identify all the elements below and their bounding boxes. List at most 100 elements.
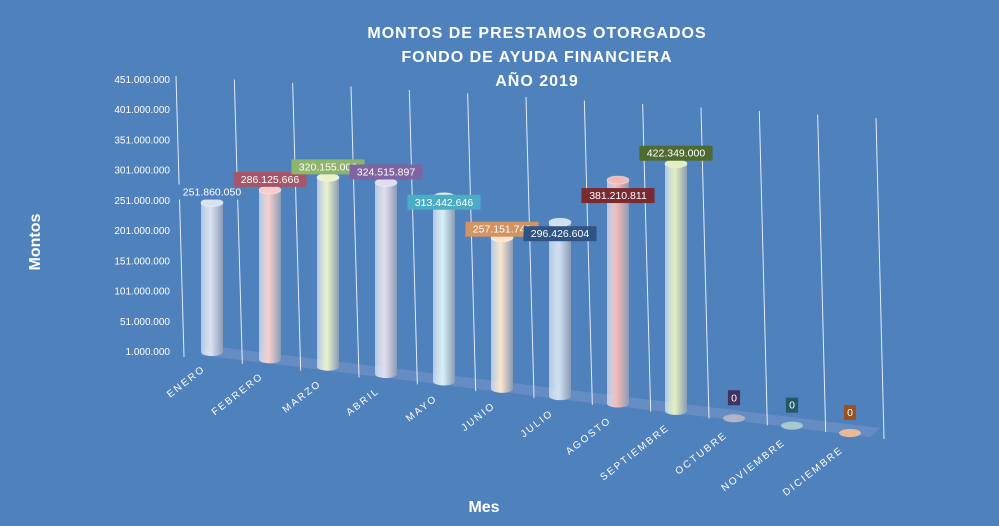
data-label: 422.349.000 <box>639 145 713 161</box>
data-label-box <box>291 159 365 175</box>
chart-title-line-2: FONDO DE AYUDA FINANCIERA <box>401 49 672 66</box>
data-label-text: 381.210.811 <box>589 190 647 202</box>
chart-title-line-1: MONTOS DE PRESTAMOS OTORGADOS <box>367 25 706 42</box>
x-tick-label: OCTUBRE <box>674 430 730 477</box>
bar-body <box>433 196 455 386</box>
bar-top <box>258 185 282 195</box>
data-label: 0 <box>843 405 857 420</box>
x-tick-label: MAYO <box>404 393 440 424</box>
data-label-text: 422.349.000 <box>647 148 706 160</box>
x-axis-label: Mes <box>468 499 499 516</box>
bar-junio <box>490 233 514 393</box>
data-label-text: 0 <box>789 400 795 412</box>
bar-body <box>549 222 571 401</box>
bar-enero <box>200 198 224 356</box>
gridline <box>875 117 885 440</box>
data-label-box <box>843 405 857 420</box>
bar-top <box>606 175 630 185</box>
x-tick-label: SEPTIEMBRE <box>599 423 672 484</box>
gridline <box>175 75 185 358</box>
bar-noviembre <box>781 421 803 430</box>
data-label-box <box>727 390 741 406</box>
gridline <box>467 93 477 392</box>
data-label: 320.155.000 <box>291 159 365 175</box>
data-label-box <box>175 184 249 200</box>
gridline <box>525 96 535 399</box>
bar-body <box>317 177 339 371</box>
x-tick-label: MARZO <box>281 378 324 415</box>
x-tick-label: JUNIO <box>460 401 498 434</box>
bar-agosto <box>606 175 630 408</box>
bar-top <box>374 177 398 187</box>
bar-body <box>607 180 629 408</box>
data-label-text: 0 <box>847 407 853 419</box>
data-label: 0 <box>785 397 799 413</box>
data-label-box <box>233 171 307 187</box>
gridline <box>758 110 768 426</box>
y-tick-label: 1.000.000 <box>126 347 171 358</box>
data-label: 381.210.811 <box>581 188 655 204</box>
x-tick-label: ENERO <box>165 364 208 401</box>
data-label-box <box>581 188 655 204</box>
x-tick-label: NOVIEMBRE <box>720 437 788 494</box>
x-tick-label: JULIO <box>519 408 556 440</box>
bar-body <box>375 182 397 379</box>
data-label-box <box>407 194 481 210</box>
data-label: 251.860.050 <box>175 184 249 200</box>
data-label-text: 313.442.646 <box>415 197 474 209</box>
chart-title-line-3: AÑO 2019 <box>495 70 579 90</box>
bar-top <box>664 159 688 169</box>
data-label-box <box>785 397 799 413</box>
bar-body <box>201 202 223 356</box>
y-tick-label: 451.000.000 <box>114 75 170 86</box>
data-label-text: 324.515.897 <box>357 166 416 178</box>
bar-body <box>259 189 281 364</box>
x-tick-label: ABRIL <box>344 386 381 419</box>
data-label: 257.151.749 <box>465 221 539 237</box>
y-axis-ticks: 1.000.000 51.000.000 101.000.000 151.000.00… <box>114 75 170 358</box>
bar-septiembre <box>664 159 688 415</box>
data-label-box <box>465 221 539 237</box>
bar-top <box>781 421 803 430</box>
gridline <box>350 86 360 378</box>
gridlines <box>175 75 885 440</box>
gridline <box>233 79 243 364</box>
bar-body <box>491 237 513 393</box>
bar-octubre <box>723 414 745 423</box>
data-label-text: 257.151.749 <box>473 224 532 236</box>
bar-body <box>665 163 687 415</box>
data-label-text: 251.860.050 <box>183 187 242 199</box>
data-label-box <box>349 164 423 180</box>
gridline <box>292 82 302 371</box>
data-label-text: 0 <box>731 392 737 404</box>
data-label-text: 286.125.666 <box>241 174 300 186</box>
data-label-text: 320.155.000 <box>299 161 358 173</box>
data-label-box <box>523 226 597 242</box>
y-tick-label: 351.000.000 <box>114 135 170 146</box>
bar-top <box>839 429 861 437</box>
y-tick-label: 201.000.000 <box>114 226 170 237</box>
data-label: 324.515.897 <box>349 164 423 180</box>
y-tick-label: 101.000.000 <box>114 287 170 298</box>
data-label: 313.442.646 <box>407 194 481 210</box>
gridline <box>408 89 418 385</box>
bar-julio <box>548 217 572 401</box>
x-tick-label: DICIEMBRE <box>781 445 846 499</box>
data-label-box <box>639 145 713 161</box>
y-axis-label: Montos <box>27 213 44 270</box>
data-label: 0 <box>727 390 741 406</box>
bar-top <box>723 414 745 423</box>
gridline <box>817 114 827 433</box>
chart-title: MONTOS DE PRESTAMOS OTORGADOS FONDO DE A… <box>367 25 706 90</box>
data-label: 286.125.666 <box>233 171 307 187</box>
bar-top <box>200 198 224 208</box>
x-tick-label: AGOSTO <box>564 415 614 457</box>
y-tick-label: 301.000.000 <box>114 166 170 177</box>
bar-diciembre <box>839 429 861 437</box>
data-label-text: 296.426.604 <box>531 228 590 240</box>
y-tick-label: 251.000.000 <box>114 196 170 207</box>
bars <box>200 159 861 437</box>
floor-band <box>200 346 880 437</box>
bar-abril <box>374 177 398 379</box>
